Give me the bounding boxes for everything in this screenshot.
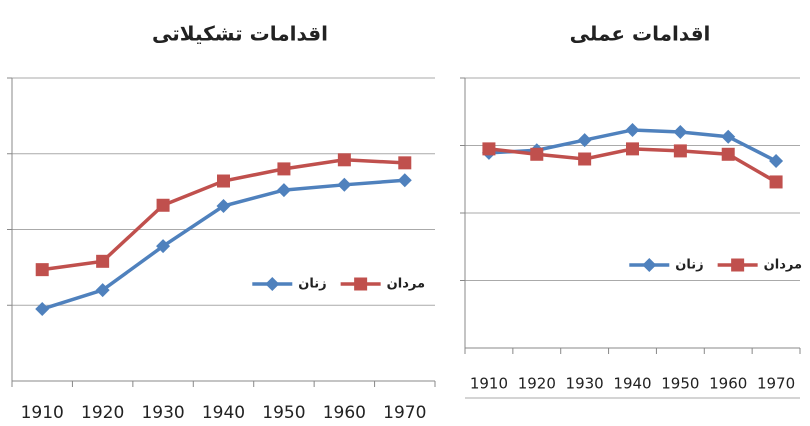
marker bbox=[277, 183, 291, 197]
x-tick-label: 1960 bbox=[323, 403, 366, 423]
x-tick-label: 1940 bbox=[613, 375, 651, 393]
x-tick-label: 1910 bbox=[21, 403, 64, 423]
page: اقدامات تشکیلاتی 1910 1920 1930 1940 1950 1960… bbox=[0, 0, 810, 426]
marker bbox=[337, 178, 351, 192]
x-tick-label: 1920 bbox=[518, 375, 556, 393]
x-tick-label: 1930 bbox=[141, 403, 184, 423]
legend-label: زنان bbox=[298, 277, 326, 292]
x-tick-label: 1920 bbox=[81, 403, 124, 423]
x-tick-label: 1940 bbox=[202, 403, 245, 423]
marker bbox=[770, 175, 783, 188]
marker bbox=[35, 302, 49, 316]
x-tick-label: 1970 bbox=[757, 375, 795, 393]
marker bbox=[722, 148, 735, 161]
marker bbox=[578, 153, 591, 166]
marker bbox=[277, 162, 290, 175]
x-tick-label: 1950 bbox=[262, 403, 305, 423]
marker bbox=[217, 175, 230, 188]
legend-marker bbox=[731, 259, 744, 272]
marker bbox=[673, 125, 687, 139]
marker bbox=[530, 148, 543, 161]
legend-label: مردان bbox=[387, 277, 425, 292]
chart-title: اقدامات عملی bbox=[570, 22, 711, 46]
x-tick-label: 1910 bbox=[470, 375, 508, 393]
marker bbox=[721, 130, 735, 144]
legend-marker bbox=[265, 277, 279, 291]
marker bbox=[398, 173, 412, 187]
marker bbox=[482, 142, 495, 155]
legend-label: زنان bbox=[675, 258, 703, 273]
marker bbox=[674, 144, 687, 157]
x-tick-label: 1950 bbox=[661, 375, 699, 393]
chart-title: اقدامات تشکیلاتی bbox=[152, 22, 328, 46]
marker bbox=[398, 156, 411, 169]
x-tick-label: 1960 bbox=[709, 375, 747, 393]
legend-label: مردان bbox=[764, 258, 802, 273]
marker bbox=[769, 154, 783, 168]
marker bbox=[626, 123, 640, 137]
x-tick-label: 1970 bbox=[383, 403, 426, 423]
legend-marker bbox=[642, 258, 656, 272]
marker bbox=[157, 199, 170, 212]
legend-marker bbox=[354, 278, 367, 291]
marker bbox=[338, 153, 351, 166]
x-tick-label: 1930 bbox=[566, 375, 604, 393]
marker bbox=[96, 255, 109, 268]
marker bbox=[36, 263, 49, 276]
marker bbox=[626, 142, 639, 155]
